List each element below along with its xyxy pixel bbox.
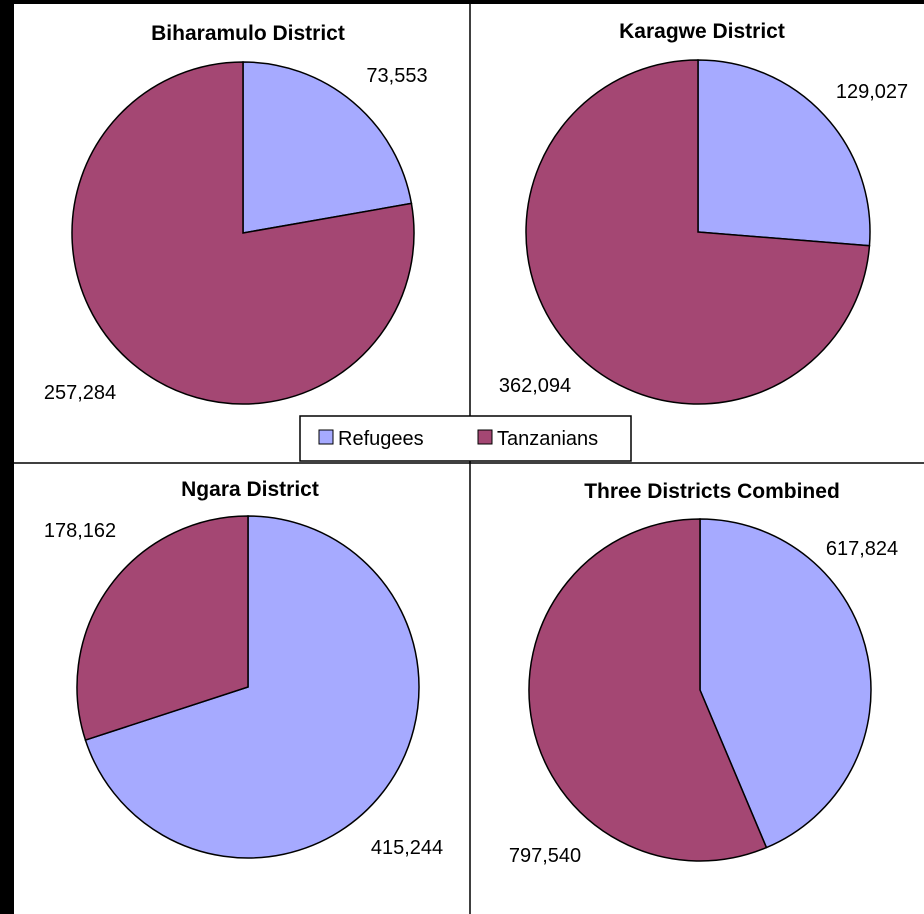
legend-label-refugees: Refugees (338, 428, 424, 450)
pie-slice-combined-refugees (699, 518, 872, 849)
data-label-ngara-tanzanians: 178,162 (44, 520, 116, 542)
pie-slice-ngara-tanzanians (76, 515, 249, 742)
legend-swatch-refugees (318, 429, 334, 445)
pie-slice-combined-tanzanians (528, 518, 768, 862)
pie-slice-ngara-refugees (84, 515, 420, 859)
pie-slice-biharamulo-tanzanians (71, 61, 415, 405)
chart-title-karagwe: Karagwe District (619, 20, 785, 43)
legend-box (299, 415, 632, 462)
data-label-combined-tanzanians: 797,540 (509, 845, 581, 867)
pie-slice-biharamulo-refugees (242, 61, 413, 234)
pie-combined (528, 518, 872, 862)
data-label-biharamulo-refugees: 73,553 (366, 65, 427, 87)
chart-title-biharamulo: Biharamulo District (151, 22, 345, 45)
legend: Refugees Tanzanians (299, 415, 632, 462)
data-label-combined-refugees: 617,824 (826, 538, 898, 560)
pie-ngara (76, 515, 420, 859)
pie-karagwe (525, 59, 871, 405)
legend-label-tanzanians: Tanzanians (497, 428, 598, 450)
data-label-biharamulo-tanzanians: 257,284 (44, 382, 116, 404)
chart-title-ngara: Ngara District (181, 478, 319, 501)
pie-slice-karagwe-refugees (697, 59, 871, 247)
data-label-karagwe-tanzanians: 362,094 (499, 375, 571, 397)
data-label-ngara-refugees: 415,244 (371, 837, 443, 859)
data-label-karagwe-refugees: 129,027 (836, 81, 908, 103)
chart-title-combined: Three Districts Combined (584, 480, 840, 503)
pie-biharamulo (71, 61, 415, 405)
legend-swatch-tanzanians (477, 429, 493, 445)
pie-slice-karagwe-tanzanians (525, 59, 871, 405)
